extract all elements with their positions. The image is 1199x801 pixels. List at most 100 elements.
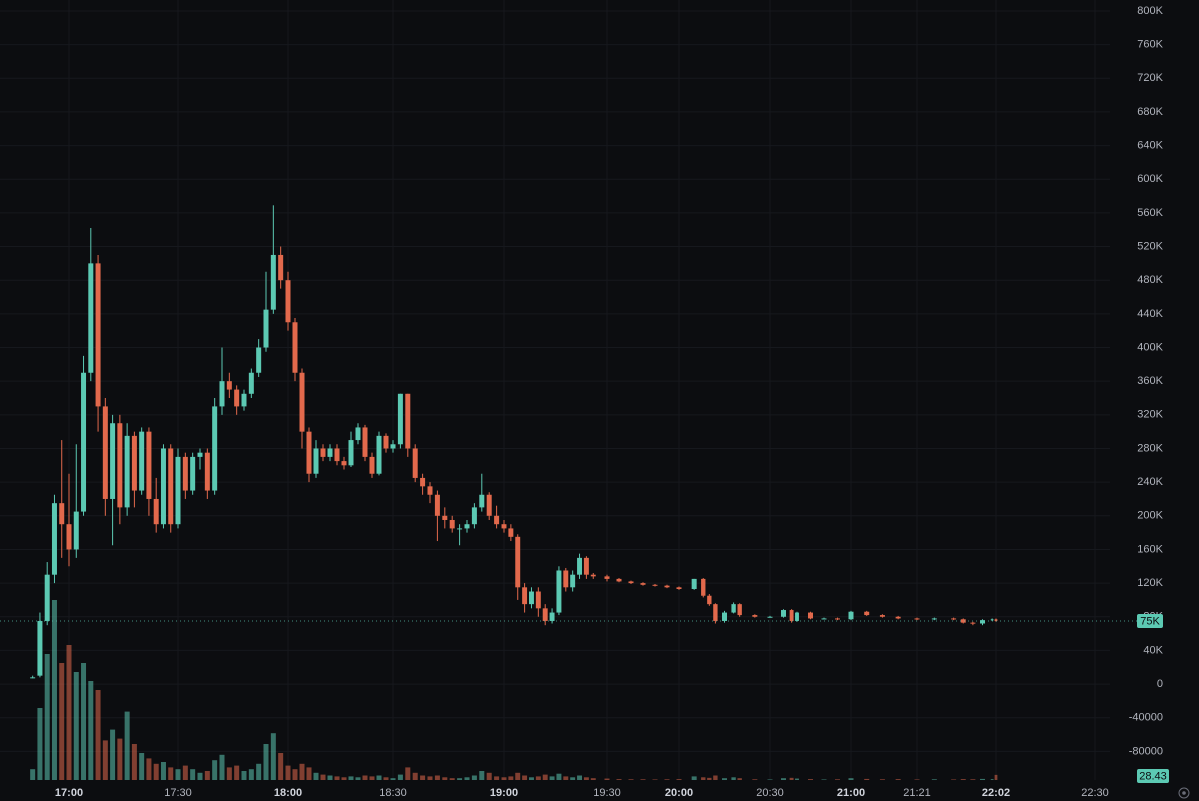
candle-body bbox=[362, 427, 368, 457]
volume-bar bbox=[549, 776, 555, 780]
volume-bar bbox=[95, 690, 101, 780]
candle-body bbox=[420, 477, 426, 487]
candle-body bbox=[348, 440, 354, 466]
volume-bar bbox=[175, 769, 181, 780]
volume-bar bbox=[781, 778, 786, 780]
last-price-tag bbox=[1137, 613, 1163, 628]
settings-icon[interactable] bbox=[1178, 787, 1190, 799]
y-tick-label: 320K bbox=[1137, 409, 1163, 421]
volume-bar bbox=[313, 772, 319, 780]
volume-bar bbox=[713, 775, 718, 780]
volume-bar bbox=[299, 763, 305, 780]
candle-body bbox=[821, 618, 827, 620]
volume-bar bbox=[30, 769, 36, 780]
volume-bar bbox=[494, 776, 500, 780]
y-tick-label: -80000 bbox=[1129, 745, 1163, 757]
axes: 800K 760K 720K 680K 640K 600K 560K 520K 480K 440K… bbox=[0, 5, 1169, 799]
grid bbox=[0, 0, 1110, 780]
volume-bar bbox=[278, 753, 284, 780]
candle-body bbox=[501, 524, 507, 529]
candle-body bbox=[95, 263, 101, 407]
volume-bar bbox=[994, 774, 998, 780]
volume-bar bbox=[990, 779, 994, 780]
candle-body bbox=[168, 448, 174, 525]
y-tick-label: 680K bbox=[1137, 106, 1163, 118]
x-tick-label: 22:30 bbox=[1081, 787, 1109, 799]
volume-bar bbox=[117, 738, 123, 780]
candle-body bbox=[306, 431, 312, 474]
candle-body bbox=[320, 448, 326, 457]
volume-bar bbox=[640, 779, 646, 780]
candle-body bbox=[577, 557, 583, 575]
candle-body bbox=[640, 583, 646, 585]
volume-bar bbox=[420, 775, 426, 780]
volume-bar bbox=[848, 778, 854, 780]
y-tick-label: 360K bbox=[1137, 375, 1163, 387]
candle-body bbox=[405, 393, 411, 449]
candle-body bbox=[914, 618, 920, 620]
volume-bar bbox=[241, 771, 247, 780]
volume-bar bbox=[628, 779, 634, 780]
candle-body bbox=[486, 494, 492, 516]
volume-bar bbox=[102, 740, 108, 780]
volume-bar bbox=[66, 645, 72, 780]
volume-bar bbox=[590, 778, 596, 780]
candle-body bbox=[427, 486, 433, 495]
candle-body bbox=[616, 578, 622, 582]
volume-bar bbox=[795, 778, 799, 780]
candle-body bbox=[102, 406, 108, 499]
candle-body bbox=[664, 585, 670, 588]
volume-bar bbox=[219, 754, 225, 780]
volume-bar bbox=[234, 765, 240, 780]
candle-body bbox=[369, 456, 375, 474]
volume-bar bbox=[334, 776, 340, 780]
volume-bar bbox=[970, 779, 976, 780]
volume-bar bbox=[320, 774, 326, 780]
candle-body bbox=[124, 435, 130, 508]
volume-bar bbox=[583, 777, 589, 780]
volume-bar bbox=[362, 775, 368, 780]
candle-body bbox=[334, 448, 340, 462]
volume-bar bbox=[676, 779, 682, 780]
candle-layer bbox=[30, 205, 998, 679]
candle-body bbox=[515, 536, 521, 588]
candle-body bbox=[44, 574, 50, 621]
volume-bar bbox=[110, 729, 116, 780]
y-tick-label: 400K bbox=[1137, 341, 1163, 353]
volume-layer bbox=[30, 600, 998, 780]
volume-bar bbox=[449, 778, 455, 780]
x-tick-label: 17:30 bbox=[164, 787, 192, 799]
candle-body bbox=[376, 435, 382, 474]
volume-bar bbox=[383, 777, 389, 780]
last-price-label: 75K bbox=[1140, 615, 1160, 627]
volume-bar bbox=[616, 779, 622, 780]
volume-bar bbox=[44, 654, 50, 780]
y-tick-label: 760K bbox=[1137, 39, 1163, 51]
volume-bar bbox=[951, 779, 957, 780]
candle-body bbox=[970, 622, 976, 624]
settings-icon-dot bbox=[1182, 791, 1186, 795]
volume-bar bbox=[707, 777, 712, 780]
y-tick-label: -40000 bbox=[1129, 712, 1163, 724]
candle-body bbox=[835, 618, 840, 620]
candle-body bbox=[691, 578, 697, 589]
candle-body bbox=[37, 620, 43, 676]
x-tick-label: 20:00 bbox=[665, 787, 693, 799]
volume-bar bbox=[153, 763, 159, 780]
volume-bar bbox=[808, 779, 813, 780]
volume-bar bbox=[960, 779, 966, 780]
candle-body bbox=[241, 393, 247, 407]
volume-bar bbox=[577, 775, 583, 780]
y-tick-label: 800K bbox=[1137, 5, 1163, 17]
volume-bar bbox=[51, 600, 57, 780]
y-tick-label: 40K bbox=[1143, 644, 1163, 656]
volume-bar bbox=[767, 779, 773, 780]
volume-bar bbox=[501, 777, 507, 780]
candle-body bbox=[479, 494, 485, 508]
candle-body bbox=[442, 515, 448, 520]
candle-body bbox=[494, 515, 500, 525]
volume-bar bbox=[664, 779, 670, 780]
volume-bar bbox=[376, 775, 382, 780]
y-tick-label: 720K bbox=[1137, 72, 1163, 84]
